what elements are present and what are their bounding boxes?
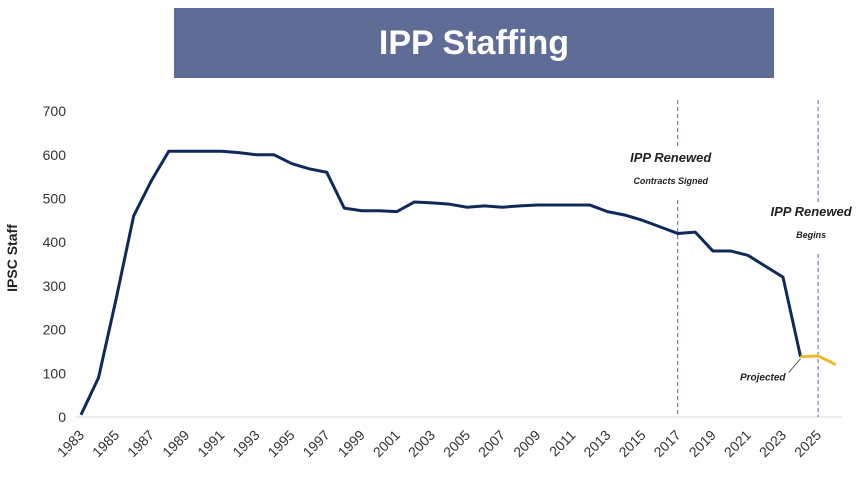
annotation-subtitle: Begins	[796, 230, 826, 240]
y-axis-label: IPSC Staff	[4, 224, 20, 292]
x-tick-label: 2001	[370, 427, 403, 460]
x-tick-label: 2019	[686, 427, 719, 460]
x-tick-label: 1989	[159, 427, 192, 460]
x-tick-label: 1993	[229, 427, 262, 460]
x-tick-label: 2017	[650, 427, 683, 460]
x-tick-label: 2015	[615, 427, 648, 460]
x-tick-label: 2011	[546, 427, 579, 460]
y-tick-label: 300	[43, 278, 67, 294]
x-tick-label: 1997	[299, 427, 332, 460]
y-tick-label: 100	[43, 365, 67, 381]
y-tick-label: 700	[43, 103, 67, 119]
callout-leader	[788, 358, 801, 374]
x-tick-label: 2023	[756, 427, 789, 460]
x-tick-label: 2003	[405, 427, 438, 460]
x-tick-label: 1985	[89, 427, 122, 460]
x-tick-label: 1987	[124, 427, 157, 460]
x-tick-label: 1995	[264, 427, 297, 460]
x-tick-label: 2005	[440, 427, 473, 460]
annotation-title: IPP Renewed	[630, 150, 712, 165]
x-tick-label: 2007	[475, 427, 508, 460]
y-tick-label: 500	[43, 191, 67, 207]
projected-label: Projected	[740, 373, 786, 384]
x-tick-label: 2009	[510, 427, 543, 460]
x-tick-label: 2025	[791, 427, 824, 460]
annotation-subtitle: Contracts Signed	[633, 176, 708, 186]
x-tick-label: 2021	[721, 427, 754, 460]
y-tick-label: 400	[43, 234, 67, 250]
y-tick-label: 0	[58, 409, 66, 425]
x-tick-label: 2013	[580, 427, 613, 460]
chart-title: IPP Staffing	[378, 23, 570, 62]
annotation-title: IPP Renewed	[771, 204, 853, 219]
x-tick-label: 1983	[54, 427, 87, 460]
y-tick-label: 600	[43, 147, 67, 163]
title-banner: IPP Staffing	[174, 8, 774, 78]
staff-series-line	[79, 149, 803, 416]
x-tick-label: 1991	[194, 427, 227, 460]
y-tick-label: 200	[43, 322, 67, 338]
x-tick-label: 1999	[335, 427, 368, 460]
